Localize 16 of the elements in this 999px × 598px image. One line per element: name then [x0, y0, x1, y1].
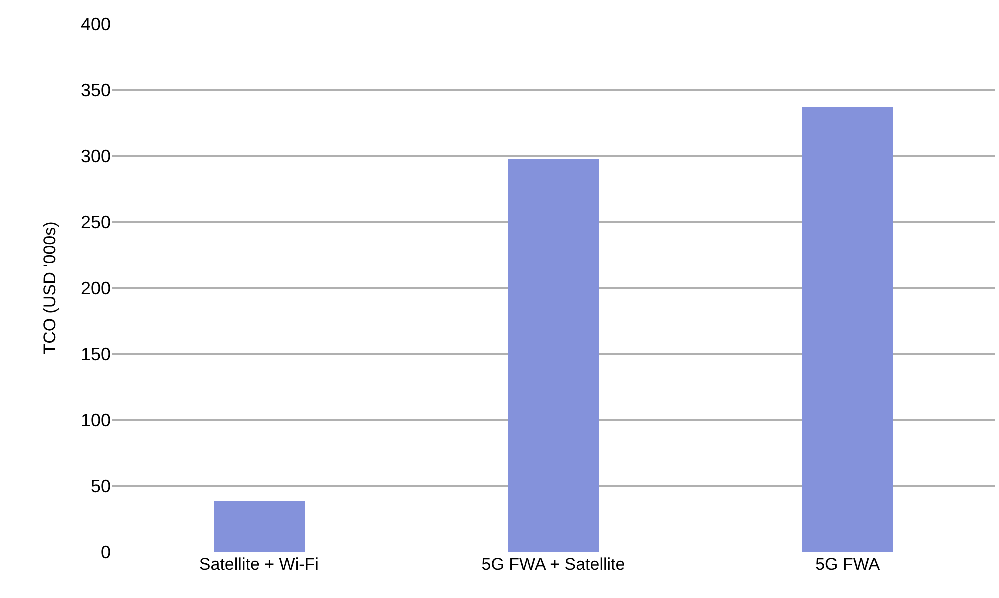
- y-tick-label: 100: [80, 410, 111, 430]
- y-tick-label: 150: [80, 344, 111, 364]
- y-tick-label: 0: [100, 542, 111, 562]
- y-tick-label: 350: [80, 80, 111, 100]
- x-tick-label: 5G FWA: [816, 555, 881, 574]
- bar: [508, 159, 599, 552]
- y-tick-label: 300: [80, 146, 111, 166]
- x-tick-label: Satellite + Wi-Fi: [199, 555, 319, 574]
- y-axis-title: TCO (USD '000s): [40, 222, 60, 354]
- y-tick-label: 400: [80, 14, 111, 34]
- y-tick-label: 200: [80, 278, 111, 298]
- y-tick-label: 250: [80, 212, 111, 232]
- y-tick-label: 50: [90, 476, 111, 496]
- bar: [214, 501, 305, 552]
- bar: [802, 107, 893, 552]
- x-tick-label: 5G FWA + Satellite: [482, 555, 626, 574]
